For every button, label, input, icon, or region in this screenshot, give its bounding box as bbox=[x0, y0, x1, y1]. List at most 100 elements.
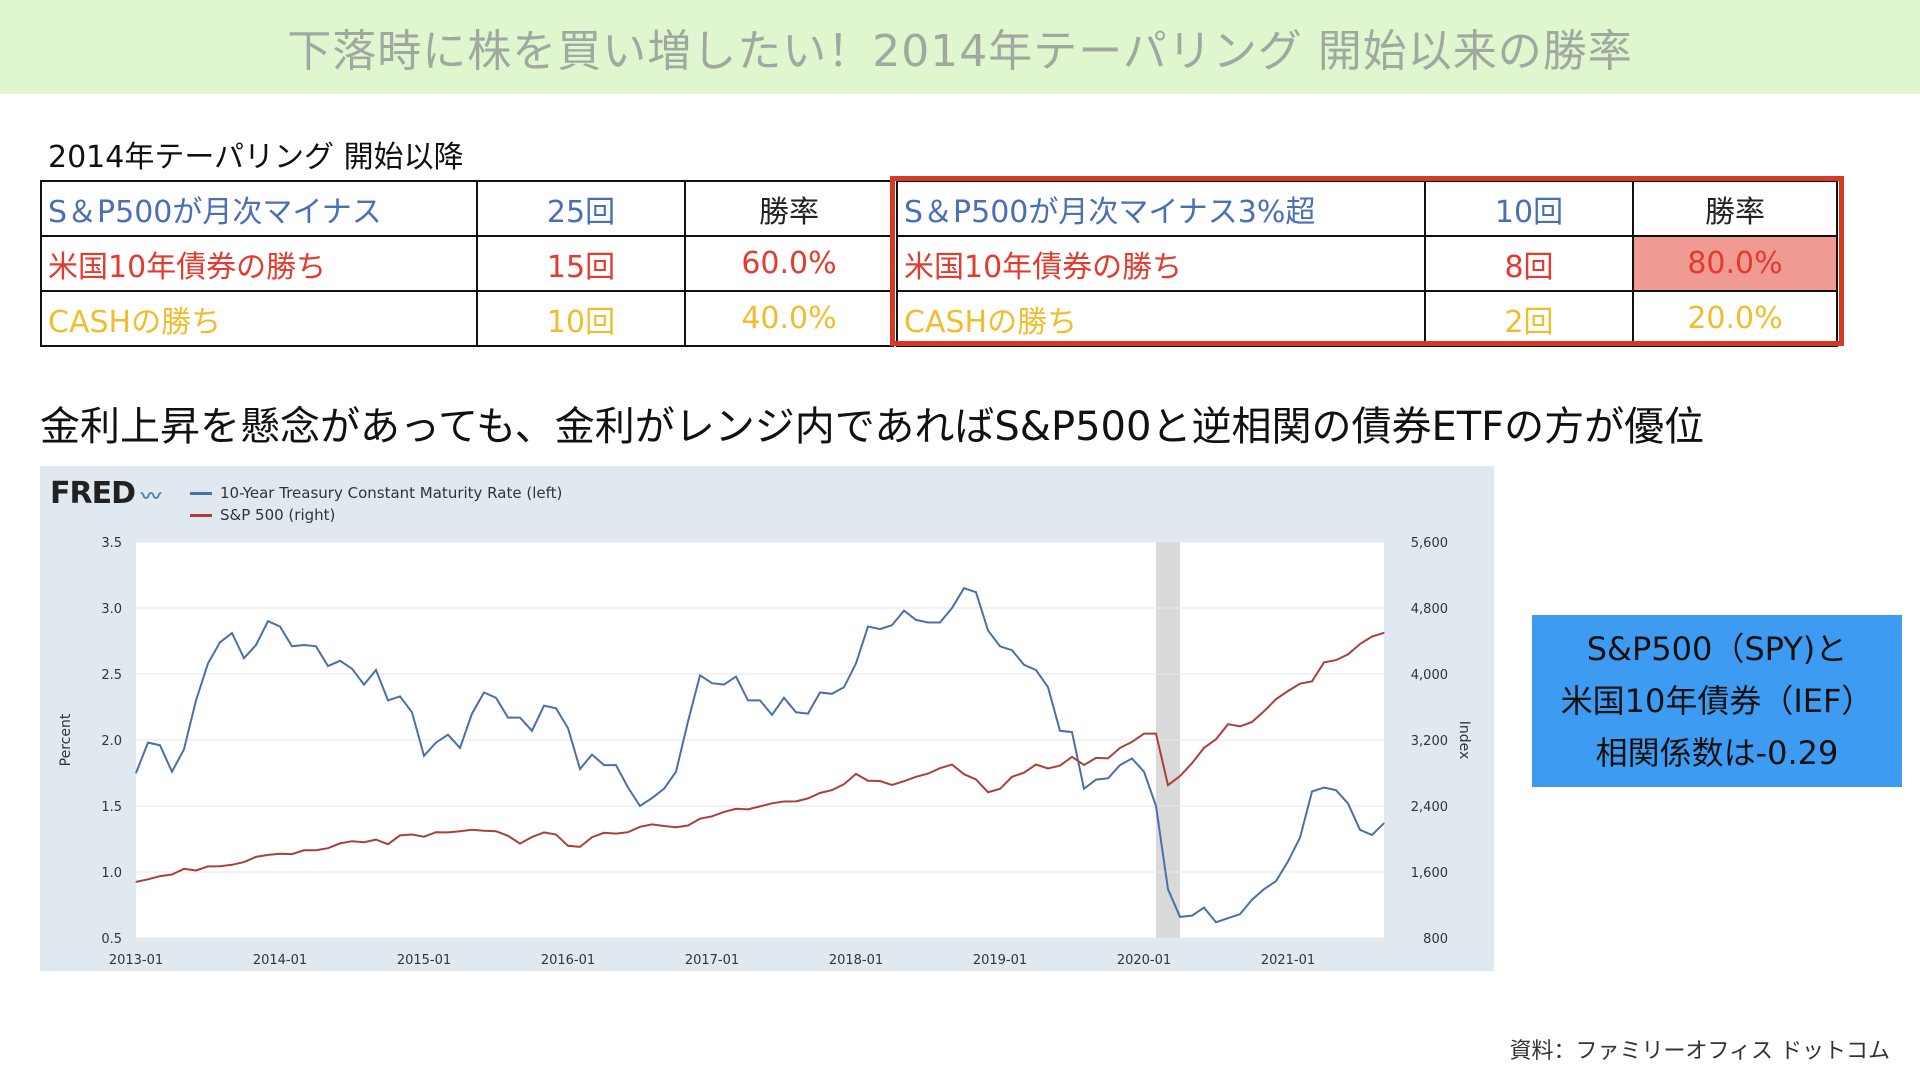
data-point bbox=[1143, 771, 1145, 773]
data-point bbox=[1251, 721, 1253, 723]
data-point bbox=[483, 830, 485, 832]
data-point bbox=[1335, 659, 1337, 661]
data-point bbox=[903, 780, 905, 782]
left-table-row: CASHの勝ち 10回 40.0% bbox=[40, 290, 894, 347]
data-point bbox=[1179, 916, 1181, 918]
data-point bbox=[327, 847, 329, 849]
data-point bbox=[735, 676, 737, 678]
data-point bbox=[1215, 921, 1217, 923]
data-point bbox=[951, 764, 953, 766]
right-table-cell-label: S＆P500が月次マイナス3%超 bbox=[896, 180, 1426, 237]
data-point bbox=[615, 764, 617, 766]
data-point bbox=[1023, 664, 1025, 666]
x-tick-label: 2019-01 bbox=[973, 953, 1027, 968]
data-point bbox=[531, 730, 533, 732]
data-point bbox=[219, 641, 221, 643]
data-point bbox=[807, 713, 809, 715]
data-point bbox=[1095, 757, 1097, 759]
data-point bbox=[207, 865, 209, 867]
data-point bbox=[1191, 915, 1193, 917]
data-point bbox=[747, 699, 749, 701]
data-point bbox=[1347, 802, 1349, 804]
data-point bbox=[627, 786, 629, 789]
data-point bbox=[435, 742, 437, 744]
fred-logo: FRED 〰 bbox=[50, 476, 161, 511]
left-table-cell-label: S＆P500が月次マイナス bbox=[40, 180, 478, 237]
data-point bbox=[567, 845, 569, 847]
data-point bbox=[951, 607, 953, 609]
data-point bbox=[195, 869, 197, 872]
data-point bbox=[723, 684, 725, 686]
data-point bbox=[603, 764, 605, 766]
data-point bbox=[819, 691, 821, 694]
data-point bbox=[891, 784, 893, 786]
data-point bbox=[1167, 888, 1169, 890]
data-point bbox=[651, 797, 653, 799]
data-point bbox=[1251, 899, 1253, 901]
data-point bbox=[927, 773, 929, 775]
data-point bbox=[1083, 764, 1085, 766]
data-point bbox=[687, 720, 689, 723]
data-point bbox=[615, 833, 617, 835]
data-point bbox=[675, 771, 677, 773]
data-point bbox=[207, 662, 209, 664]
left-table-cell-count: 15回 bbox=[476, 235, 686, 292]
data-point bbox=[1203, 907, 1205, 909]
x-tick-label: 2013-01 bbox=[109, 953, 163, 968]
left-table-cell-label: 米国10年債券の勝ち bbox=[40, 235, 478, 292]
left-table-cell-count: 25回 bbox=[476, 180, 686, 237]
data-point bbox=[1155, 733, 1157, 735]
data-point bbox=[447, 831, 449, 833]
data-point bbox=[315, 849, 317, 851]
data-point bbox=[399, 695, 401, 697]
data-point bbox=[735, 808, 737, 810]
y-right-tick-label: 1,600 bbox=[1411, 866, 1448, 881]
data-point bbox=[1119, 764, 1121, 766]
data-point bbox=[1023, 772, 1025, 774]
statement-text: 金利上昇を懸念があっても、金利がレンジ内であればS&P500と逆相関の債券ETF… bbox=[40, 404, 1705, 450]
data-point bbox=[1299, 683, 1301, 685]
data-point bbox=[183, 748, 185, 750]
fred-chart-panel: 0.5 1.0 1.5 2.0 2.5 3.0 3.5 800 1,600 2,400 3,200 4… bbox=[40, 466, 1494, 971]
right-table-cell-rate: 勝率 bbox=[1632, 180, 1838, 237]
data-point bbox=[1011, 649, 1013, 651]
data-point bbox=[579, 768, 581, 770]
title-banner: 下落時に株を買い増したい！2014年テーパリング 開始以来の勝率 bbox=[0, 0, 1920, 94]
data-point bbox=[1311, 680, 1313, 682]
data-point bbox=[387, 699, 389, 701]
data-point bbox=[1359, 643, 1361, 645]
data-point bbox=[927, 621, 929, 624]
data-point bbox=[1035, 669, 1037, 671]
data-point bbox=[1263, 888, 1265, 890]
data-point bbox=[411, 711, 413, 713]
data-point bbox=[603, 832, 605, 834]
data-point bbox=[1323, 661, 1325, 663]
data-point bbox=[879, 628, 881, 630]
data-point bbox=[723, 811, 725, 813]
data-point bbox=[711, 815, 713, 817]
y-right-tick-label: 3,200 bbox=[1411, 734, 1448, 749]
data-point bbox=[1299, 837, 1301, 839]
data-point bbox=[1047, 686, 1049, 688]
data-point bbox=[1131, 757, 1133, 760]
fred-chart: 0.5 1.0 1.5 2.0 2.5 3.0 3.5 800 1,600 2,400 3,200 4… bbox=[58, 536, 1472, 968]
data-point bbox=[1047, 767, 1049, 770]
data-point bbox=[291, 645, 293, 647]
legend-swatch bbox=[190, 513, 212, 517]
data-point bbox=[159, 875, 161, 877]
data-point bbox=[579, 846, 581, 848]
data-point bbox=[351, 668, 353, 670]
data-point bbox=[531, 836, 533, 838]
data-point bbox=[543, 831, 545, 833]
data-point bbox=[1011, 776, 1013, 778]
right-table-cell-count: 2回 bbox=[1424, 290, 1634, 347]
legend-entry: S&P 500 (right) bbox=[190, 504, 562, 526]
legend-label: 10-Year Treasury Constant Maturity Rate … bbox=[220, 484, 563, 502]
data-point bbox=[135, 772, 137, 774]
data-point bbox=[639, 805, 641, 807]
chart-legend: 10-Year Treasury Constant Maturity Rate … bbox=[190, 482, 562, 526]
data-point bbox=[903, 610, 905, 612]
right-table-row: 米国10年債券の勝ち 8回 80.0% bbox=[896, 235, 1838, 292]
data-point bbox=[447, 734, 449, 736]
data-point bbox=[939, 621, 941, 624]
